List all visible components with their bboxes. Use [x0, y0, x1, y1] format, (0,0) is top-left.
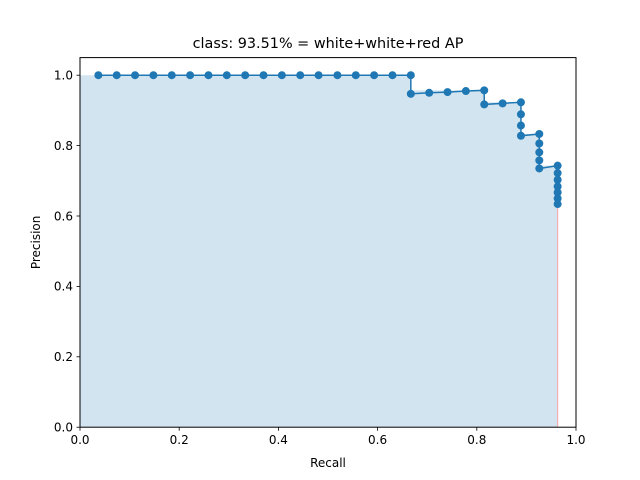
data-point: [388, 71, 397, 80]
data-point: [516, 110, 525, 119]
data-point: [406, 89, 415, 98]
y-tick-label: 1.0: [54, 69, 73, 83]
data-point: [296, 71, 305, 80]
data-point: [314, 71, 323, 80]
data-point: [553, 169, 562, 178]
data-point: [553, 182, 562, 191]
data-point: [535, 148, 544, 157]
data-point: [94, 71, 103, 80]
plot-area: [80, 71, 562, 428]
data-point: [553, 188, 562, 197]
y-axis-ticks: 0.0 0.2 0.4 0.6 0.8 1.0: [54, 69, 80, 435]
data-point: [480, 86, 489, 95]
data-point: [553, 194, 562, 203]
data-point: [370, 71, 379, 80]
data-point: [516, 131, 525, 140]
data-point: [553, 161, 562, 170]
data-point: [480, 100, 489, 109]
data-point: [112, 71, 121, 80]
y-axis-label: Precision: [29, 216, 43, 270]
x-axis-label: Recall: [310, 456, 346, 470]
data-point: [259, 71, 268, 80]
x-tick-label: 0.0: [70, 433, 89, 447]
data-point: [498, 99, 507, 108]
y-tick-label: 0.4: [54, 280, 73, 294]
data-point: [535, 156, 544, 165]
data-point: [516, 98, 525, 107]
data-point: [167, 71, 176, 80]
data-point: [535, 164, 544, 173]
x-tick-label: 0.8: [467, 433, 486, 447]
data-point: [333, 71, 342, 80]
data-point: [222, 71, 231, 80]
data-point: [241, 71, 250, 80]
axes-frame: [79, 57, 577, 428]
x-tick-label: 0.2: [170, 433, 189, 447]
x-tick-label: 0.4: [269, 433, 288, 447]
x-axis-ticks: 0.0 0.2 0.4 0.6 0.8 1.0: [70, 427, 586, 447]
data-point: [535, 139, 544, 148]
x-tick-label: 1.0: [566, 433, 585, 447]
data-point: [186, 71, 195, 80]
data-point: [535, 129, 544, 138]
data-point: [204, 71, 213, 80]
data-point: [443, 88, 452, 97]
data-point: [516, 121, 525, 130]
data-point: [277, 71, 286, 80]
data-point: [131, 71, 140, 80]
data-point: [425, 88, 434, 97]
data-point: [461, 87, 470, 96]
y-tick-label: 0.2: [54, 350, 73, 364]
data-point: [553, 200, 562, 209]
chart-title: class: 93.51% = white+white+red AP: [193, 36, 464, 52]
data-point: [351, 71, 360, 80]
y-tick-label: 0.8: [54, 139, 73, 153]
data-point: [149, 71, 158, 80]
area-fill: [80, 75, 558, 428]
x-tick-label: 0.6: [368, 433, 387, 447]
data-point: [553, 175, 562, 184]
y-tick-label: 0.0: [54, 421, 73, 435]
data-point: [406, 71, 415, 80]
y-tick-label: 0.6: [54, 209, 73, 223]
